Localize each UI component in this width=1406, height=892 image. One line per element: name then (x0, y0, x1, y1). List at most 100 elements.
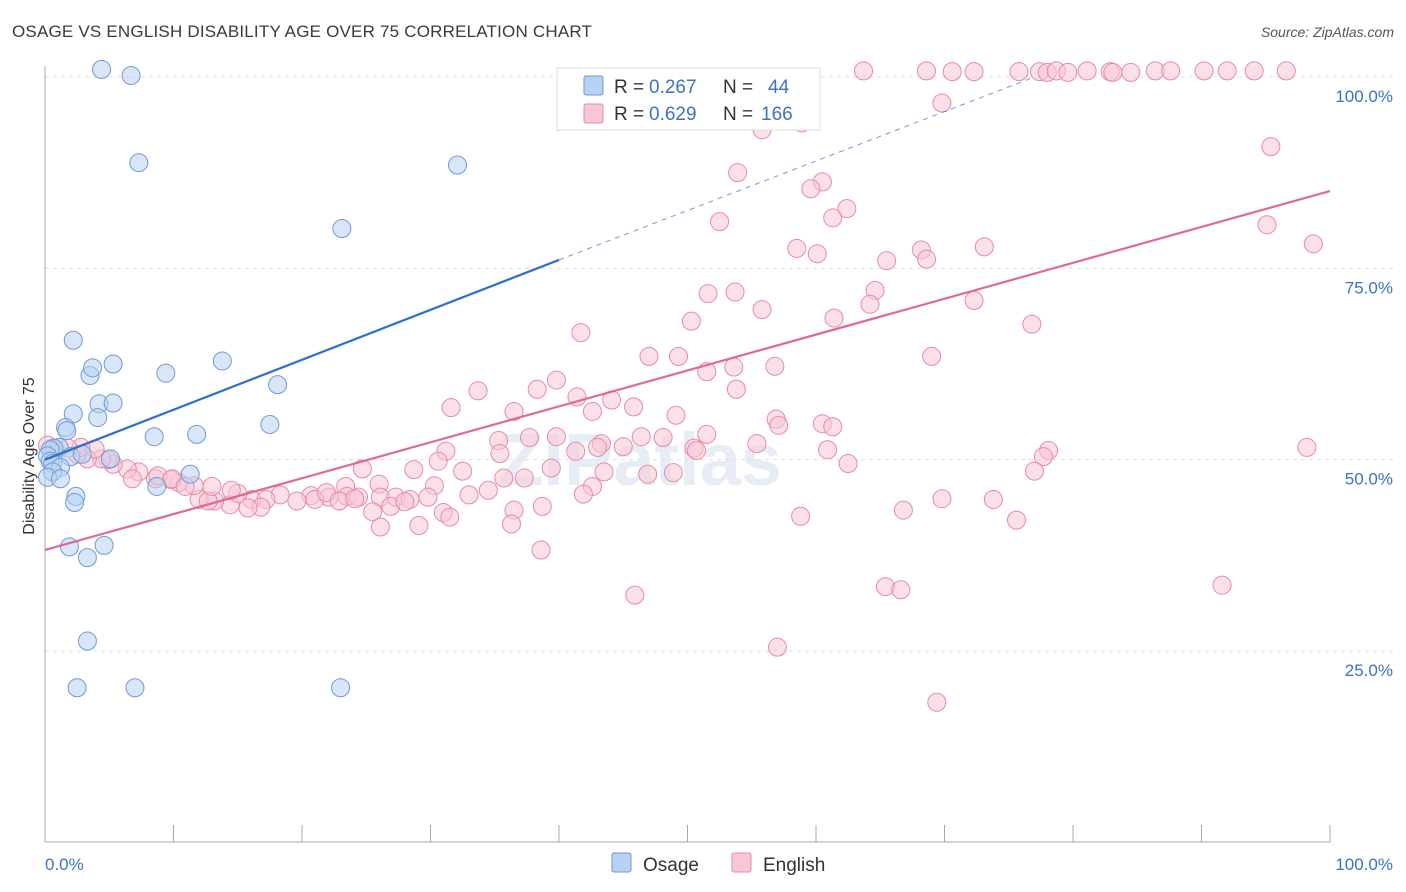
legend-osage-swatch (583, 75, 604, 96)
data-point (747, 434, 767, 454)
data-point (594, 462, 614, 482)
data-point (50, 469, 70, 489)
data-point (546, 427, 566, 447)
data-point (917, 61, 937, 81)
data-point (624, 397, 644, 417)
data-point (791, 506, 811, 526)
series-legend: Osage English (611, 852, 825, 876)
data-point (94, 535, 114, 555)
data-point (964, 290, 984, 310)
legend-english-n-value: 166 (761, 104, 793, 125)
data-point (519, 427, 539, 447)
data-point (1058, 62, 1078, 82)
data-point (824, 308, 844, 328)
data-point (1303, 234, 1323, 254)
data-point (767, 637, 787, 657)
data-point (67, 678, 87, 698)
data-point (942, 62, 962, 82)
data-point (57, 421, 77, 441)
data-point (823, 417, 843, 437)
data-point (409, 515, 429, 535)
bottom-legend-osage-swatch (611, 852, 632, 873)
data-point (728, 163, 748, 183)
data-point (639, 346, 659, 366)
x-tick-label: 100.0% (1335, 855, 1393, 874)
data-point (974, 237, 994, 257)
data-point (1194, 61, 1214, 81)
bottom-legend-english-swatch (731, 852, 752, 873)
data-point (638, 464, 658, 484)
source-label: Source: ZipAtlas.com (1260, 24, 1394, 40)
data-point (332, 219, 352, 239)
data-point (180, 464, 200, 484)
data-point (877, 251, 897, 271)
data-point (1009, 62, 1029, 82)
data-point (860, 294, 880, 314)
data-point (765, 356, 785, 376)
data-point (221, 480, 241, 500)
data-point (1297, 437, 1317, 457)
legend-osage-r-value: 0.267 (649, 77, 697, 98)
data-point (1244, 61, 1264, 81)
data-point (801, 179, 821, 199)
bottom-legend-english-label: English (763, 855, 825, 876)
data-point (77, 631, 97, 651)
data-point (566, 441, 586, 461)
data-point (697, 424, 717, 444)
data-point (983, 489, 1003, 509)
data-point (1024, 461, 1044, 481)
data-point (917, 249, 937, 269)
data-point (1006, 510, 1026, 530)
legend-english-r-value: 0.629 (649, 104, 697, 125)
data-point (875, 577, 895, 597)
data-point (681, 311, 701, 331)
legend-osage-n-value: 44 (768, 77, 790, 98)
osage-trend-line (44, 258, 560, 461)
data-point (101, 449, 121, 469)
data-point (88, 408, 108, 428)
data-point (1212, 575, 1232, 595)
data-point (331, 678, 351, 698)
legend-english-r-label: R = (614, 104, 644, 125)
gridlines (45, 76, 1393, 652)
y-tick-label: 50.0% (1345, 470, 1393, 489)
data-point (92, 59, 112, 79)
data-point (891, 580, 911, 600)
data-point (428, 451, 448, 471)
data-point (964, 62, 984, 82)
data-point (837, 199, 857, 219)
data-point (573, 484, 593, 504)
data-point (588, 437, 608, 457)
data-point (631, 427, 651, 447)
chart-title: OSAGE VS ENGLISH DISABILITY AGE OVER 75 … (12, 22, 593, 41)
data-point (268, 375, 288, 395)
data-point (440, 507, 460, 527)
data-point (527, 379, 547, 399)
data-point (582, 401, 602, 421)
data-point (686, 440, 706, 460)
data-point (212, 351, 232, 371)
trend-lines (44, 76, 1331, 552)
legend-english-swatch (583, 103, 604, 124)
data-point (404, 460, 424, 480)
data-point (144, 427, 164, 447)
data-point (1103, 62, 1123, 82)
data-point (103, 354, 123, 374)
data-point (202, 476, 222, 496)
data-point (447, 155, 467, 175)
data-point (613, 437, 633, 457)
data-point (363, 502, 383, 522)
data-point (787, 238, 807, 258)
data-point (1121, 62, 1141, 82)
data-point (823, 208, 843, 228)
data-point (752, 300, 772, 320)
data-point (571, 323, 591, 343)
data-point (1261, 137, 1281, 157)
legend-osage-r-label: R = (614, 77, 644, 98)
data-point (468, 381, 488, 401)
data-point (666, 405, 686, 425)
data-point (698, 284, 718, 304)
data-point (125, 678, 145, 698)
y-tick-labels: 25.0% 50.0% 75.0% 100.0% (1335, 87, 1393, 680)
